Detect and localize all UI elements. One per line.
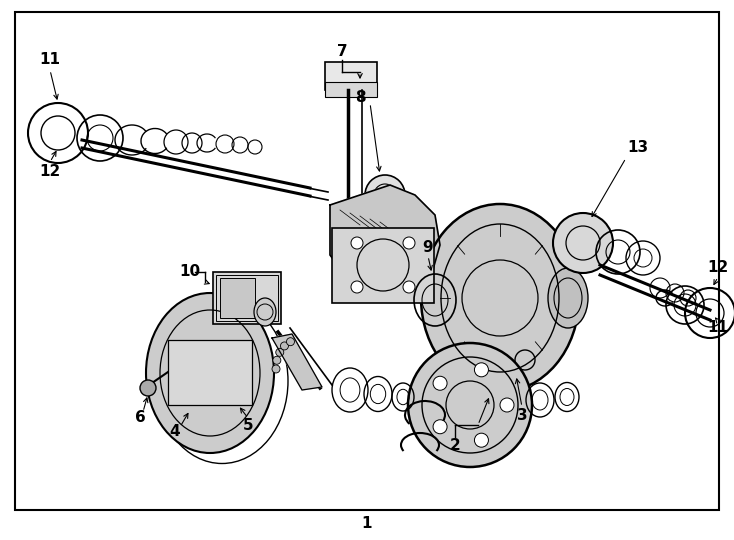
Text: 5: 5 [243, 417, 253, 433]
Text: 4: 4 [170, 424, 181, 440]
Text: 7: 7 [337, 44, 347, 59]
Text: 9: 9 [423, 240, 433, 255]
Text: 13: 13 [628, 140, 649, 156]
Circle shape [408, 343, 532, 467]
Text: 11: 11 [708, 321, 729, 335]
Circle shape [272, 365, 280, 373]
Polygon shape [330, 185, 440, 295]
Circle shape [273, 356, 281, 365]
Ellipse shape [421, 204, 579, 392]
Text: 6: 6 [134, 410, 145, 426]
Circle shape [474, 363, 488, 377]
Bar [168, 340, 252, 405]
Text: 12: 12 [40, 165, 61, 179]
Circle shape [474, 433, 488, 447]
Text: 3: 3 [517, 408, 527, 422]
Circle shape [276, 348, 284, 356]
Circle shape [351, 237, 363, 249]
Bar [220, 278, 255, 318]
Text: 10: 10 [179, 265, 200, 280]
Text: 11: 11 [40, 52, 60, 68]
Circle shape [140, 380, 156, 396]
Circle shape [433, 420, 447, 434]
Text: 2: 2 [450, 437, 460, 453]
Bar [325, 62, 377, 90]
Text: 1: 1 [362, 516, 372, 530]
Bar [325, 82, 377, 97]
Ellipse shape [146, 293, 274, 453]
Text: 8: 8 [355, 91, 366, 105]
Circle shape [500, 398, 514, 412]
Circle shape [403, 237, 415, 249]
Ellipse shape [548, 268, 588, 328]
Circle shape [433, 376, 447, 390]
Circle shape [365, 175, 405, 215]
Circle shape [280, 342, 288, 350]
Circle shape [351, 281, 363, 293]
Polygon shape [272, 334, 322, 390]
Bar [216, 275, 278, 321]
Bar [332, 228, 434, 303]
Text: 12: 12 [708, 260, 729, 275]
Circle shape [553, 213, 613, 273]
Circle shape [403, 281, 415, 293]
Ellipse shape [254, 298, 276, 326]
Circle shape [286, 338, 294, 346]
Bar [213, 272, 281, 324]
